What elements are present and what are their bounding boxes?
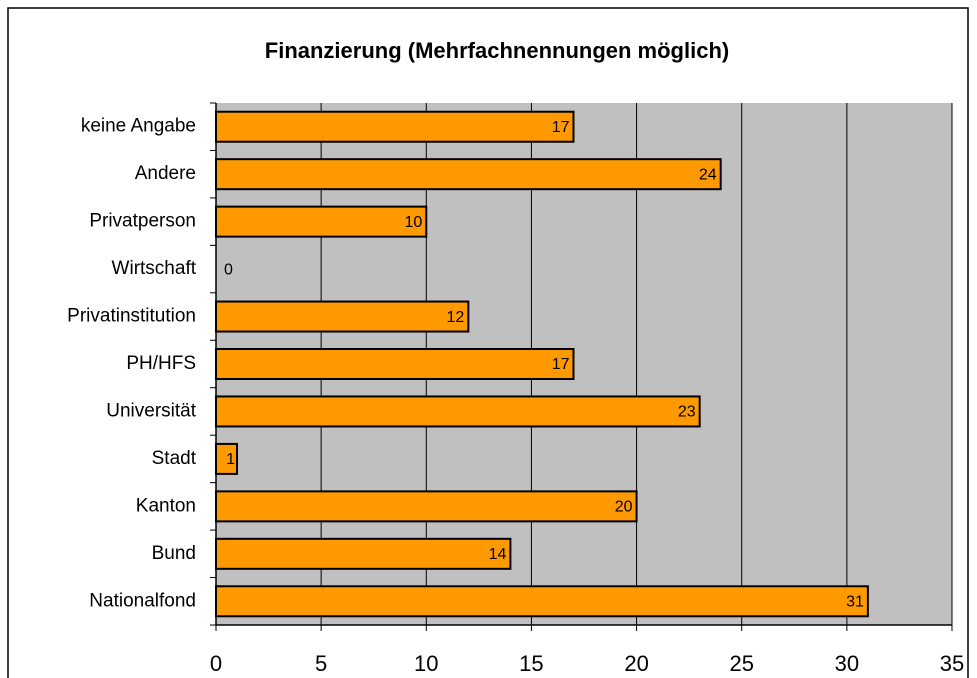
- y-tick-label: Nationalfond: [89, 590, 196, 611]
- y-tick-label: Universität: [106, 400, 196, 421]
- y-tick-label: Wirtschaft: [112, 258, 197, 279]
- bar: [215, 537, 512, 570]
- bar: [215, 490, 638, 523]
- y-tick-label: Kanton: [136, 495, 196, 516]
- x-tick-label: 35: [940, 651, 964, 676]
- x-tick-label: 25: [729, 651, 753, 676]
- x-tick-label: 30: [835, 651, 859, 676]
- bar: [215, 395, 701, 428]
- bar: [215, 205, 428, 238]
- value-label: 17: [552, 356, 570, 373]
- value-label: 12: [447, 309, 465, 326]
- x-tick-label: 15: [519, 651, 543, 676]
- bar: [215, 110, 575, 143]
- bar: [215, 442, 239, 475]
- value-label: 23: [678, 404, 696, 421]
- value-label: 17: [552, 119, 570, 136]
- y-tick-label: Stadt: [152, 448, 197, 469]
- x-tick-label: 5: [315, 651, 327, 676]
- bar: [215, 158, 722, 191]
- y-tick-label: Privatinstitution: [67, 306, 196, 327]
- x-tick-label: 0: [210, 651, 222, 676]
- y-tick-label: Bund: [152, 543, 196, 564]
- value-label: 24: [699, 166, 717, 183]
- value-label: 0: [224, 261, 233, 278]
- bar: [215, 348, 575, 380]
- bar: [215, 585, 869, 618]
- bar: [215, 300, 470, 333]
- x-tick-label: 10: [414, 651, 438, 676]
- value-label: 10: [404, 214, 422, 231]
- value-label: 14: [489, 546, 507, 563]
- value-label: 20: [615, 499, 633, 516]
- y-tick-label: Privatperson: [89, 211, 196, 232]
- value-label: 1: [226, 451, 235, 468]
- y-tick-label: PH/HFS: [126, 353, 196, 374]
- chart-title: Finanzierung (Mehrfachnennungen möglich): [265, 38, 729, 63]
- y-tick-label: keine Angabe: [81, 116, 196, 137]
- value-label: 31: [846, 593, 864, 610]
- x-tick-label: 20: [624, 651, 648, 676]
- y-tick-label: Andere: [135, 163, 196, 184]
